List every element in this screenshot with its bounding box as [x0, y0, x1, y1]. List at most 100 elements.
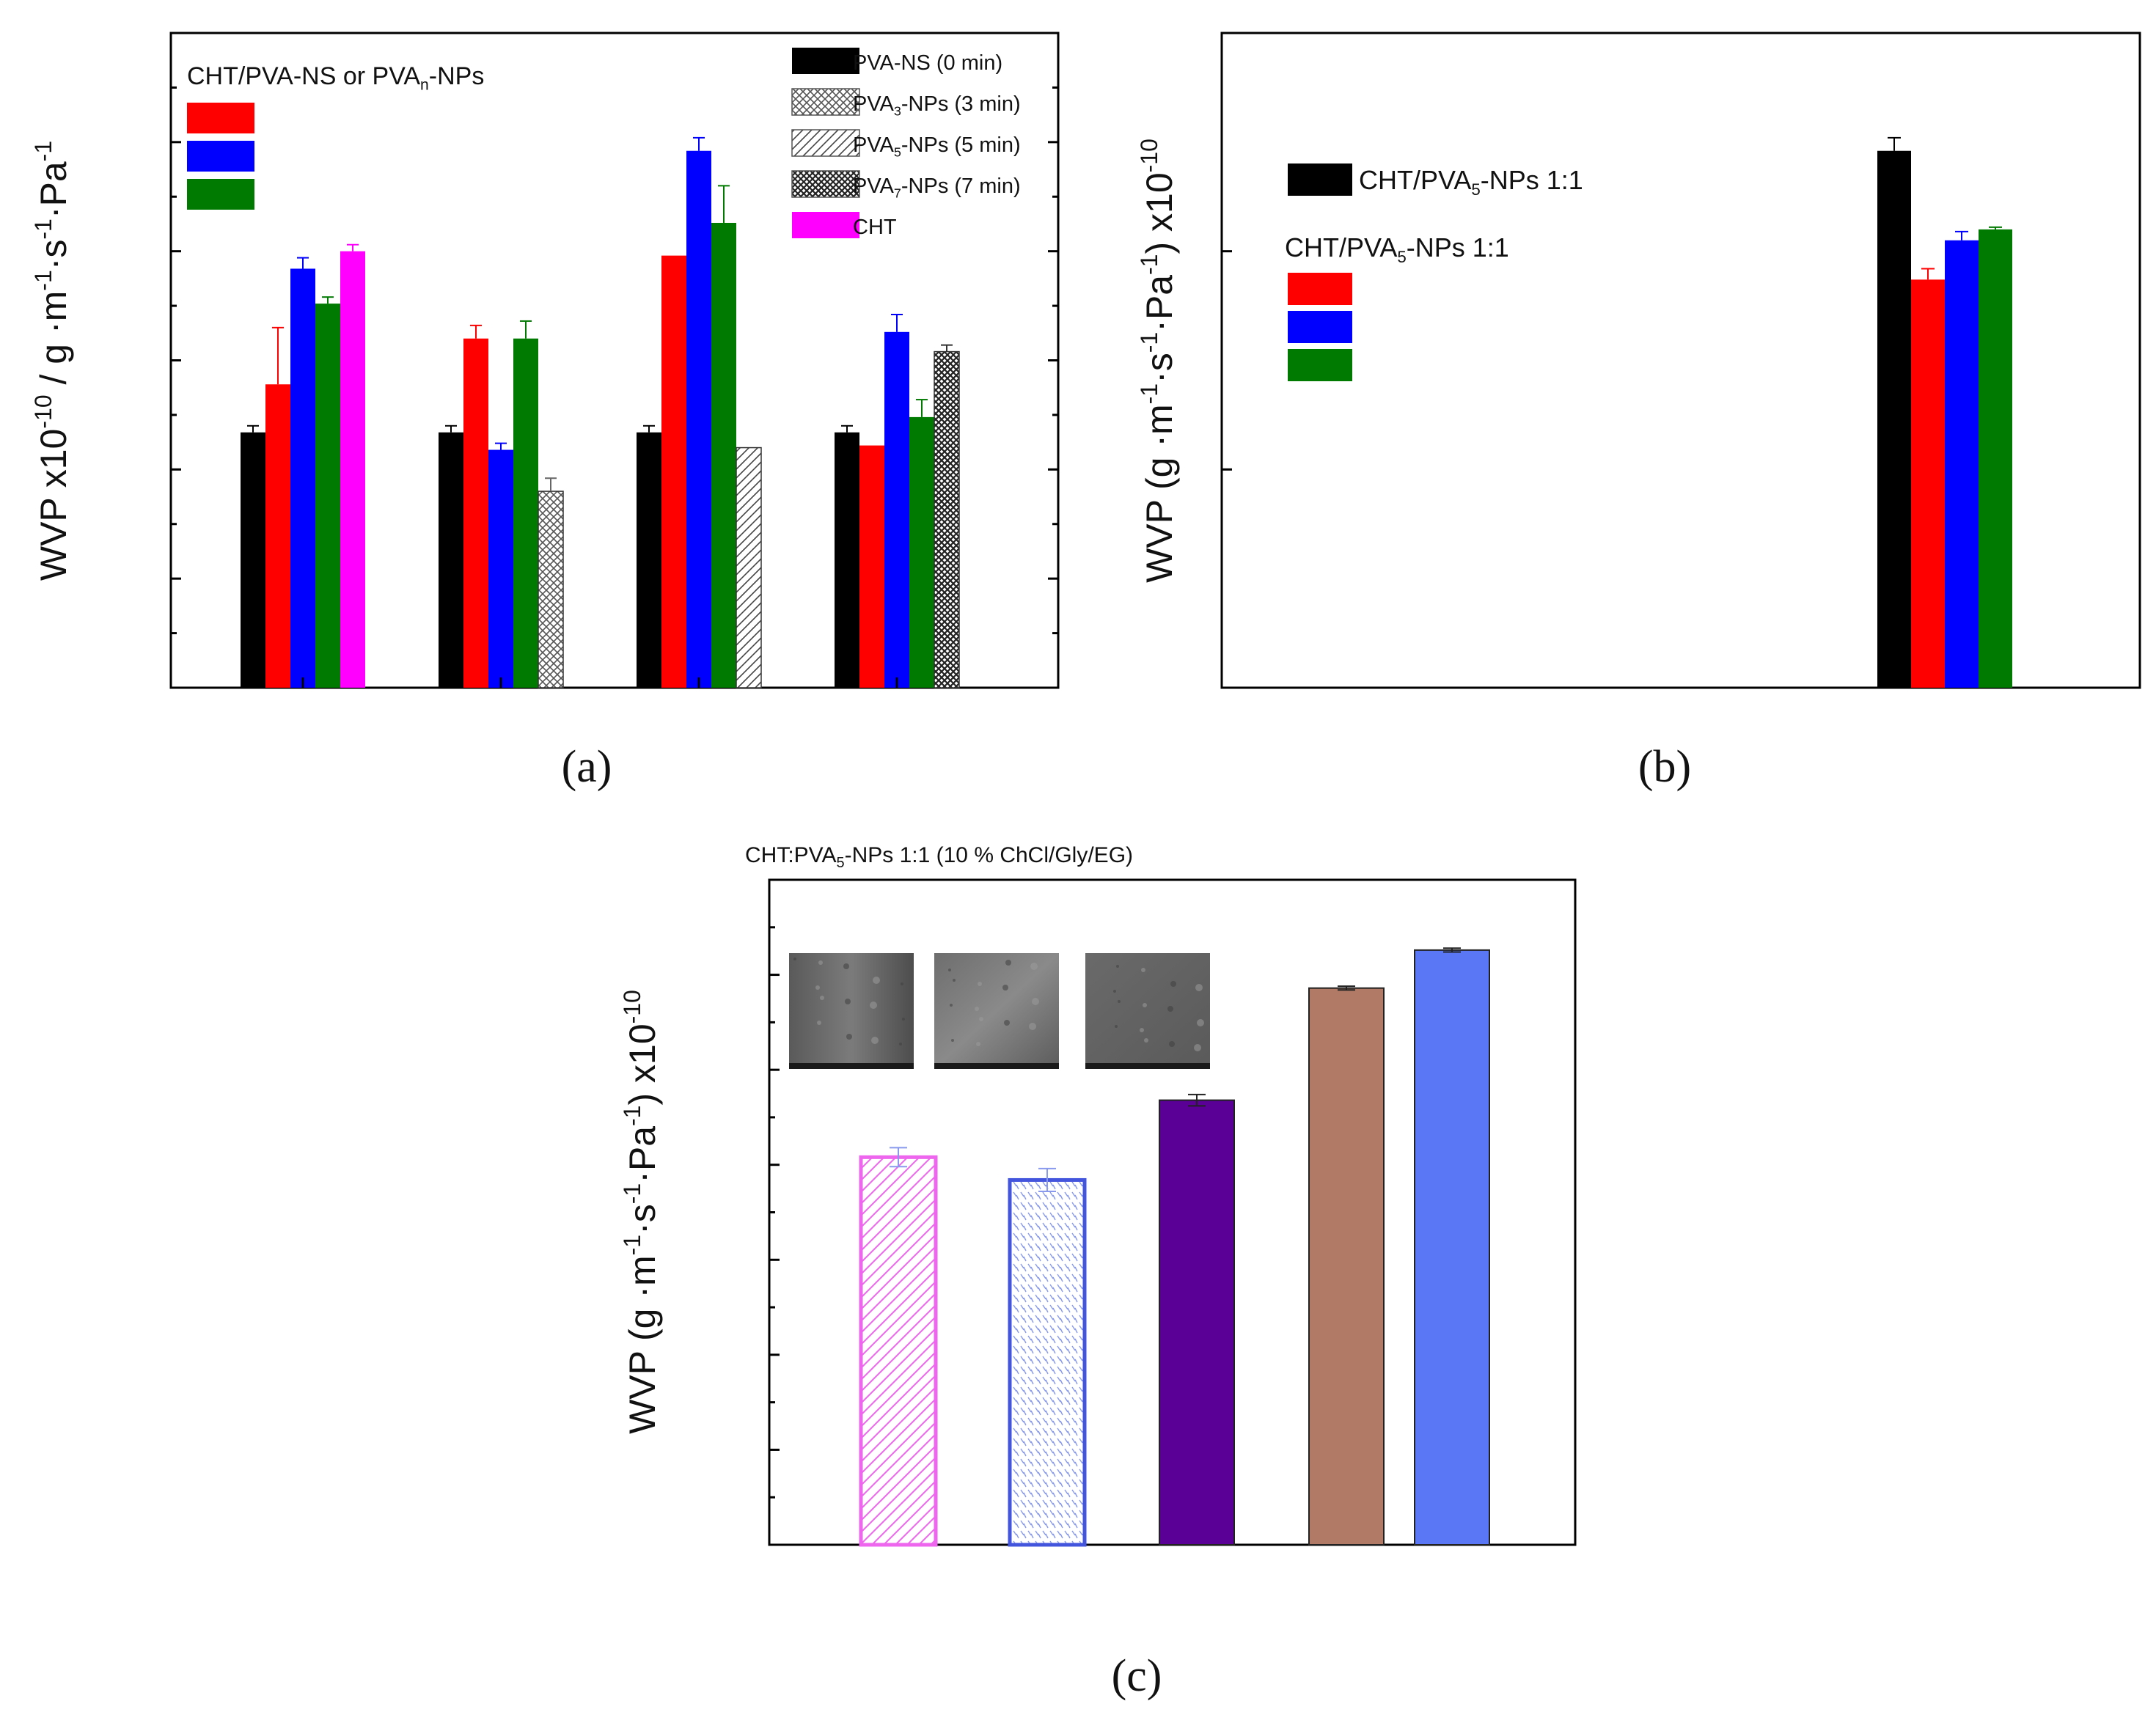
- text-part: -NPs 1:1 (10 % ChCl/Gly/EG): [845, 843, 1133, 867]
- text-part: ·s: [622, 1204, 663, 1235]
- text-part: CHT/PVA: [1285, 232, 1397, 262]
- micrograph-texture: [1004, 1020, 1010, 1026]
- text-part: ·Pa: [622, 1126, 663, 1183]
- legend-swatch: [1288, 349, 1352, 381]
- bar: [340, 251, 365, 688]
- bar: [1308, 987, 1385, 1546]
- micrograph-texture: [1169, 1041, 1175, 1047]
- micrograph-texture: [899, 1043, 902, 1045]
- legend-swatch: [187, 179, 254, 210]
- micrograph-texture: [950, 1004, 953, 1007]
- chart-c-y-axis: [769, 878, 780, 1546]
- bar: [686, 150, 711, 688]
- bar: [711, 222, 736, 688]
- text-part: WVP (g ·m: [622, 1255, 663, 1434]
- text-part: -1: [30, 270, 56, 290]
- text-part: -NPs 1:1: [1481, 165, 1583, 195]
- legend-swatch: [791, 170, 860, 198]
- micrograph-texture: [948, 969, 951, 971]
- text-part: ·Pa: [33, 161, 74, 218]
- bar: [1159, 1099, 1235, 1546]
- text-part: -10: [619, 990, 645, 1023]
- legend-swatch: [1288, 311, 1352, 343]
- legend-swatch: [791, 129, 860, 157]
- chart-b-frame: [1220, 32, 2141, 689]
- bar: [1414, 949, 1490, 1546]
- text-part: ) x10: [1139, 172, 1180, 254]
- text-part: 3: [894, 103, 901, 118]
- chart-a: WVP x10-10 / g ·m-1·s-1·Pa-1 CHT/PVA-NS …: [30, 32, 1060, 792]
- legend-swatch: [187, 141, 254, 172]
- text-part: PVA: [853, 174, 895, 198]
- text-part: / g ·m: [33, 291, 74, 395]
- micrograph-texture: [1032, 998, 1039, 1005]
- micrograph-texture: [1140, 1028, 1144, 1032]
- legend-label: CHT/PVA5-NPs 1:1: [1285, 232, 1509, 266]
- text-part: -1: [619, 1183, 645, 1204]
- micrograph-texture: [820, 996, 824, 1000]
- micrograph-scale-strip: [789, 1063, 914, 1069]
- chart-b: WVP (g ·m-1·s-1·Pa-1) x10-10 CHT/PVA5-NP…: [1136, 32, 2141, 792]
- bar: [315, 304, 340, 688]
- chart-b-y-axis-label: WVP (g ·m-1·s-1·Pa-1) x10-10: [1136, 139, 1180, 583]
- text-part: -NPs (5 min): [901, 133, 1021, 157]
- legend-label: PVA-NS (0 min): [853, 51, 1002, 75]
- micrograph-texture: [1197, 1019, 1204, 1026]
- micrograph-texture: [951, 1039, 954, 1042]
- text-part: ) x10: [622, 1023, 663, 1105]
- panel-label-b: (b): [1638, 742, 1691, 792]
- bar: [736, 446, 762, 688]
- bar: [488, 449, 513, 688]
- text-part: -10: [1136, 139, 1162, 172]
- chart-b-bars: [1877, 136, 2012, 688]
- text-part: -1: [30, 141, 56, 161]
- bar: [1979, 229, 2012, 688]
- micrograph-texture: [1118, 1000, 1121, 1003]
- bar: [859, 445, 884, 688]
- chart-a-bars: [241, 136, 960, 688]
- legend-label: CHT/PVA5-NPs 1:1: [1359, 165, 1583, 199]
- micrograph-texture: [976, 1042, 980, 1046]
- micrograph-texture: [978, 982, 982, 986]
- micrograph-texture: [845, 999, 851, 1004]
- micrograph-texture: [1170, 981, 1176, 987]
- sem-micrograph: [789, 953, 914, 1069]
- text-part: -1: [619, 1106, 645, 1126]
- panel-label-a: (a): [562, 742, 612, 792]
- micrograph-texture: [1116, 965, 1119, 968]
- sem-micrograph: [934, 953, 1059, 1069]
- bar: [934, 350, 960, 688]
- text-part: PVA-NS (0 min): [853, 51, 1002, 75]
- text-part: PVA: [853, 92, 895, 116]
- chart-c-title: CHT:PVA5-NPs 1:1 (10 % ChCl/Gly/EG): [745, 843, 1133, 871]
- text-part: CHT/PVA: [1359, 165, 1471, 195]
- micrograph-texture: [902, 1018, 905, 1021]
- chart-c-micrographs: [789, 953, 1210, 1069]
- text-part: 7: [894, 185, 901, 200]
- bar: [265, 384, 290, 688]
- bar: [884, 331, 909, 688]
- legend-label: CHT/PVA-NS or PVAn-NPs: [187, 62, 484, 93]
- micrograph-texture: [815, 985, 820, 990]
- text-part: n: [420, 76, 429, 93]
- legend-label: PVA3-NPs (3 min): [853, 92, 1021, 118]
- text-part: -10: [30, 394, 56, 428]
- text-part: 5: [1397, 248, 1406, 266]
- legend-label: PVA5-NPs (5 min): [853, 133, 1021, 159]
- micrograph-texture: [1030, 963, 1038, 970]
- text-part: WVP x10: [33, 429, 74, 581]
- chart-c-y-axis-label: WVP (g ·m-1·s-1·Pa-1) x10-10: [619, 990, 663, 1434]
- bar: [290, 268, 315, 688]
- chart-b-y-axis: [1222, 32, 1232, 689]
- bar: [241, 432, 265, 688]
- micrograph-texture: [1113, 990, 1116, 993]
- micrograph-texture: [979, 1017, 983, 1021]
- legend-swatch: [1288, 273, 1352, 305]
- micrograph-texture: [953, 979, 956, 982]
- bar: [637, 432, 661, 688]
- legend-swatch: [1288, 163, 1352, 196]
- bar: [439, 432, 463, 688]
- legend-label: PVA7-NPs (7 min): [853, 174, 1021, 200]
- text-part: -1: [619, 1235, 645, 1255]
- text-part: -1: [1136, 383, 1162, 404]
